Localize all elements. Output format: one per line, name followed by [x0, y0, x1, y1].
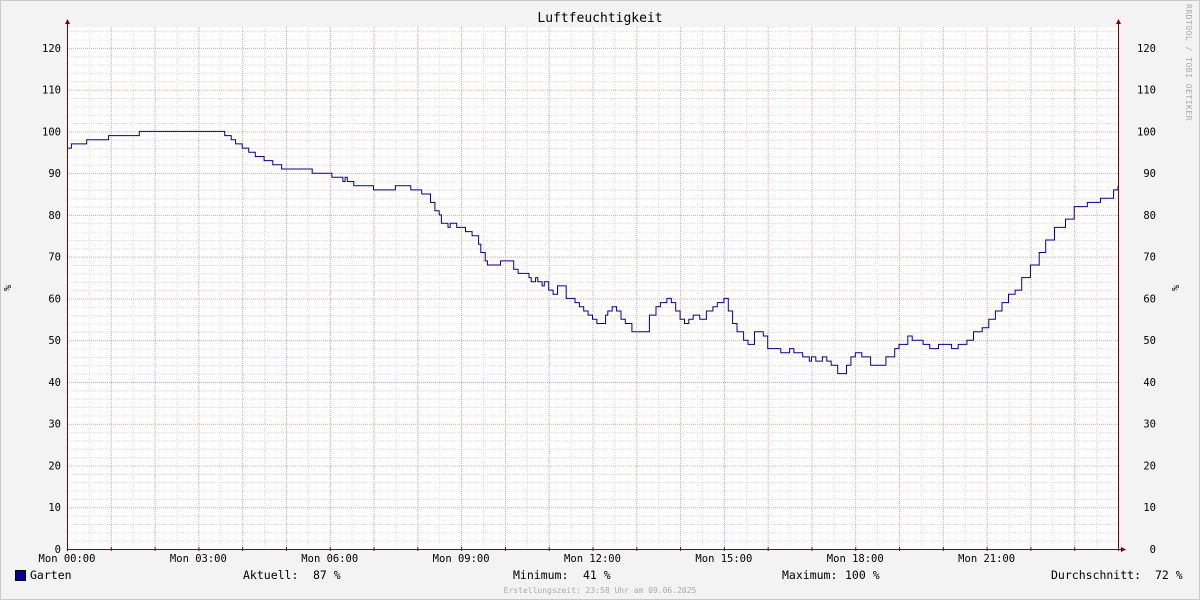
x-tick-label: Mon 03:00 [170, 553, 227, 565]
y-axis-left-labels: 0 10 20 30 40 50 60 70 80 90 100 110 120 [42, 43, 61, 556]
y-tick-label: 90 [1143, 168, 1156, 180]
y-axis-label-left: % [3, 285, 14, 291]
x-tick-label: Mon 00:00 [39, 553, 96, 565]
creation-timestamp: Erstellungszeit: 23:58 Uhr am 09.06.2025 [503, 586, 697, 595]
rrdtool-watermark: RRDTOOL / TOBI OETIKER [1184, 4, 1193, 121]
y-tick-label: 90 [48, 168, 61, 180]
x-tick-label: Mon 09:00 [433, 553, 490, 565]
x-tick-label: Mon 06:00 [301, 553, 358, 565]
x-tick-label: Mon 18:00 [827, 553, 884, 565]
x-tick-label: Mon 15:00 [695, 553, 752, 565]
y-tick-label: 120 [42, 43, 61, 55]
legend-label-garten: Garten [30, 568, 72, 582]
minor-grid [67, 27, 1118, 549]
x-tick-label: Mon 21:00 [958, 553, 1015, 565]
x-axis-arrow [1121, 547, 1126, 552]
stat-min-label: Minimum: [513, 568, 569, 582]
y-tick-label: 120 [1137, 43, 1156, 55]
y-tick-label: 80 [48, 210, 61, 222]
stat-current-value: 87 % [313, 568, 341, 582]
y-axis-right-arrow [1116, 19, 1121, 24]
stat-current-label: Aktuell: [243, 568, 299, 582]
y-tick-label: 60 [48, 293, 61, 305]
y-axis-right-labels: 0 10 20 30 40 50 60 70 80 90 100 110 120 [1137, 43, 1156, 556]
y-axis-left-arrow [65, 19, 70, 24]
axes [65, 19, 1126, 552]
y-tick-label: 80 [1143, 210, 1156, 222]
y-tick-label: 30 [1143, 419, 1156, 431]
stat-max-label: Maximum: [782, 568, 838, 582]
y-tick-label: 100 [1137, 126, 1156, 138]
major-grid [67, 27, 1118, 549]
y-tick-label: 50 [1143, 335, 1156, 347]
y-tick-label: 100 [42, 126, 61, 138]
y-tick-label: 110 [42, 85, 61, 97]
y-tick-label: 50 [48, 335, 61, 347]
legend-swatch-garten [15, 570, 26, 581]
y-tick-label: 110 [1137, 85, 1156, 97]
y-tick-label: 40 [48, 377, 61, 389]
y-tick-label: 10 [1143, 502, 1156, 514]
y-tick-label: 60 [1143, 293, 1156, 305]
stat-avg-value: 72 % [1155, 568, 1183, 582]
y-tick-label: 40 [1143, 377, 1156, 389]
y-tick-label: 20 [1143, 460, 1156, 472]
y-tick-label: 0 [1150, 544, 1156, 556]
chart-title: Luftfeuchtigkeit [537, 11, 663, 26]
y-tick-label: 70 [48, 252, 61, 264]
stat-min-value: 41 % [583, 568, 611, 582]
x-tick-label: Mon 12:00 [564, 553, 621, 565]
y-tick-label: 10 [48, 502, 61, 514]
stat-max-value: 100 % [845, 568, 880, 582]
y-tick-label: 70 [1143, 252, 1156, 264]
stat-avg-label: Durchschnitt: [1051, 568, 1142, 582]
y-axis-label-right: % [1171, 285, 1182, 291]
y-tick-label: 0 [55, 544, 61, 556]
y-tick-label: 20 [48, 460, 61, 472]
y-tick-label: 30 [48, 419, 61, 431]
x-axis-labels: Mon 00:00 Mon 03:00 Mon 06:00 Mon 09:00 Mon … [39, 553, 1016, 565]
legend-bar: Garten Aktuell: 87 % Minimum: 41 % Maxim… [0, 568, 1200, 584]
series-line-garten [67, 130, 1119, 375]
